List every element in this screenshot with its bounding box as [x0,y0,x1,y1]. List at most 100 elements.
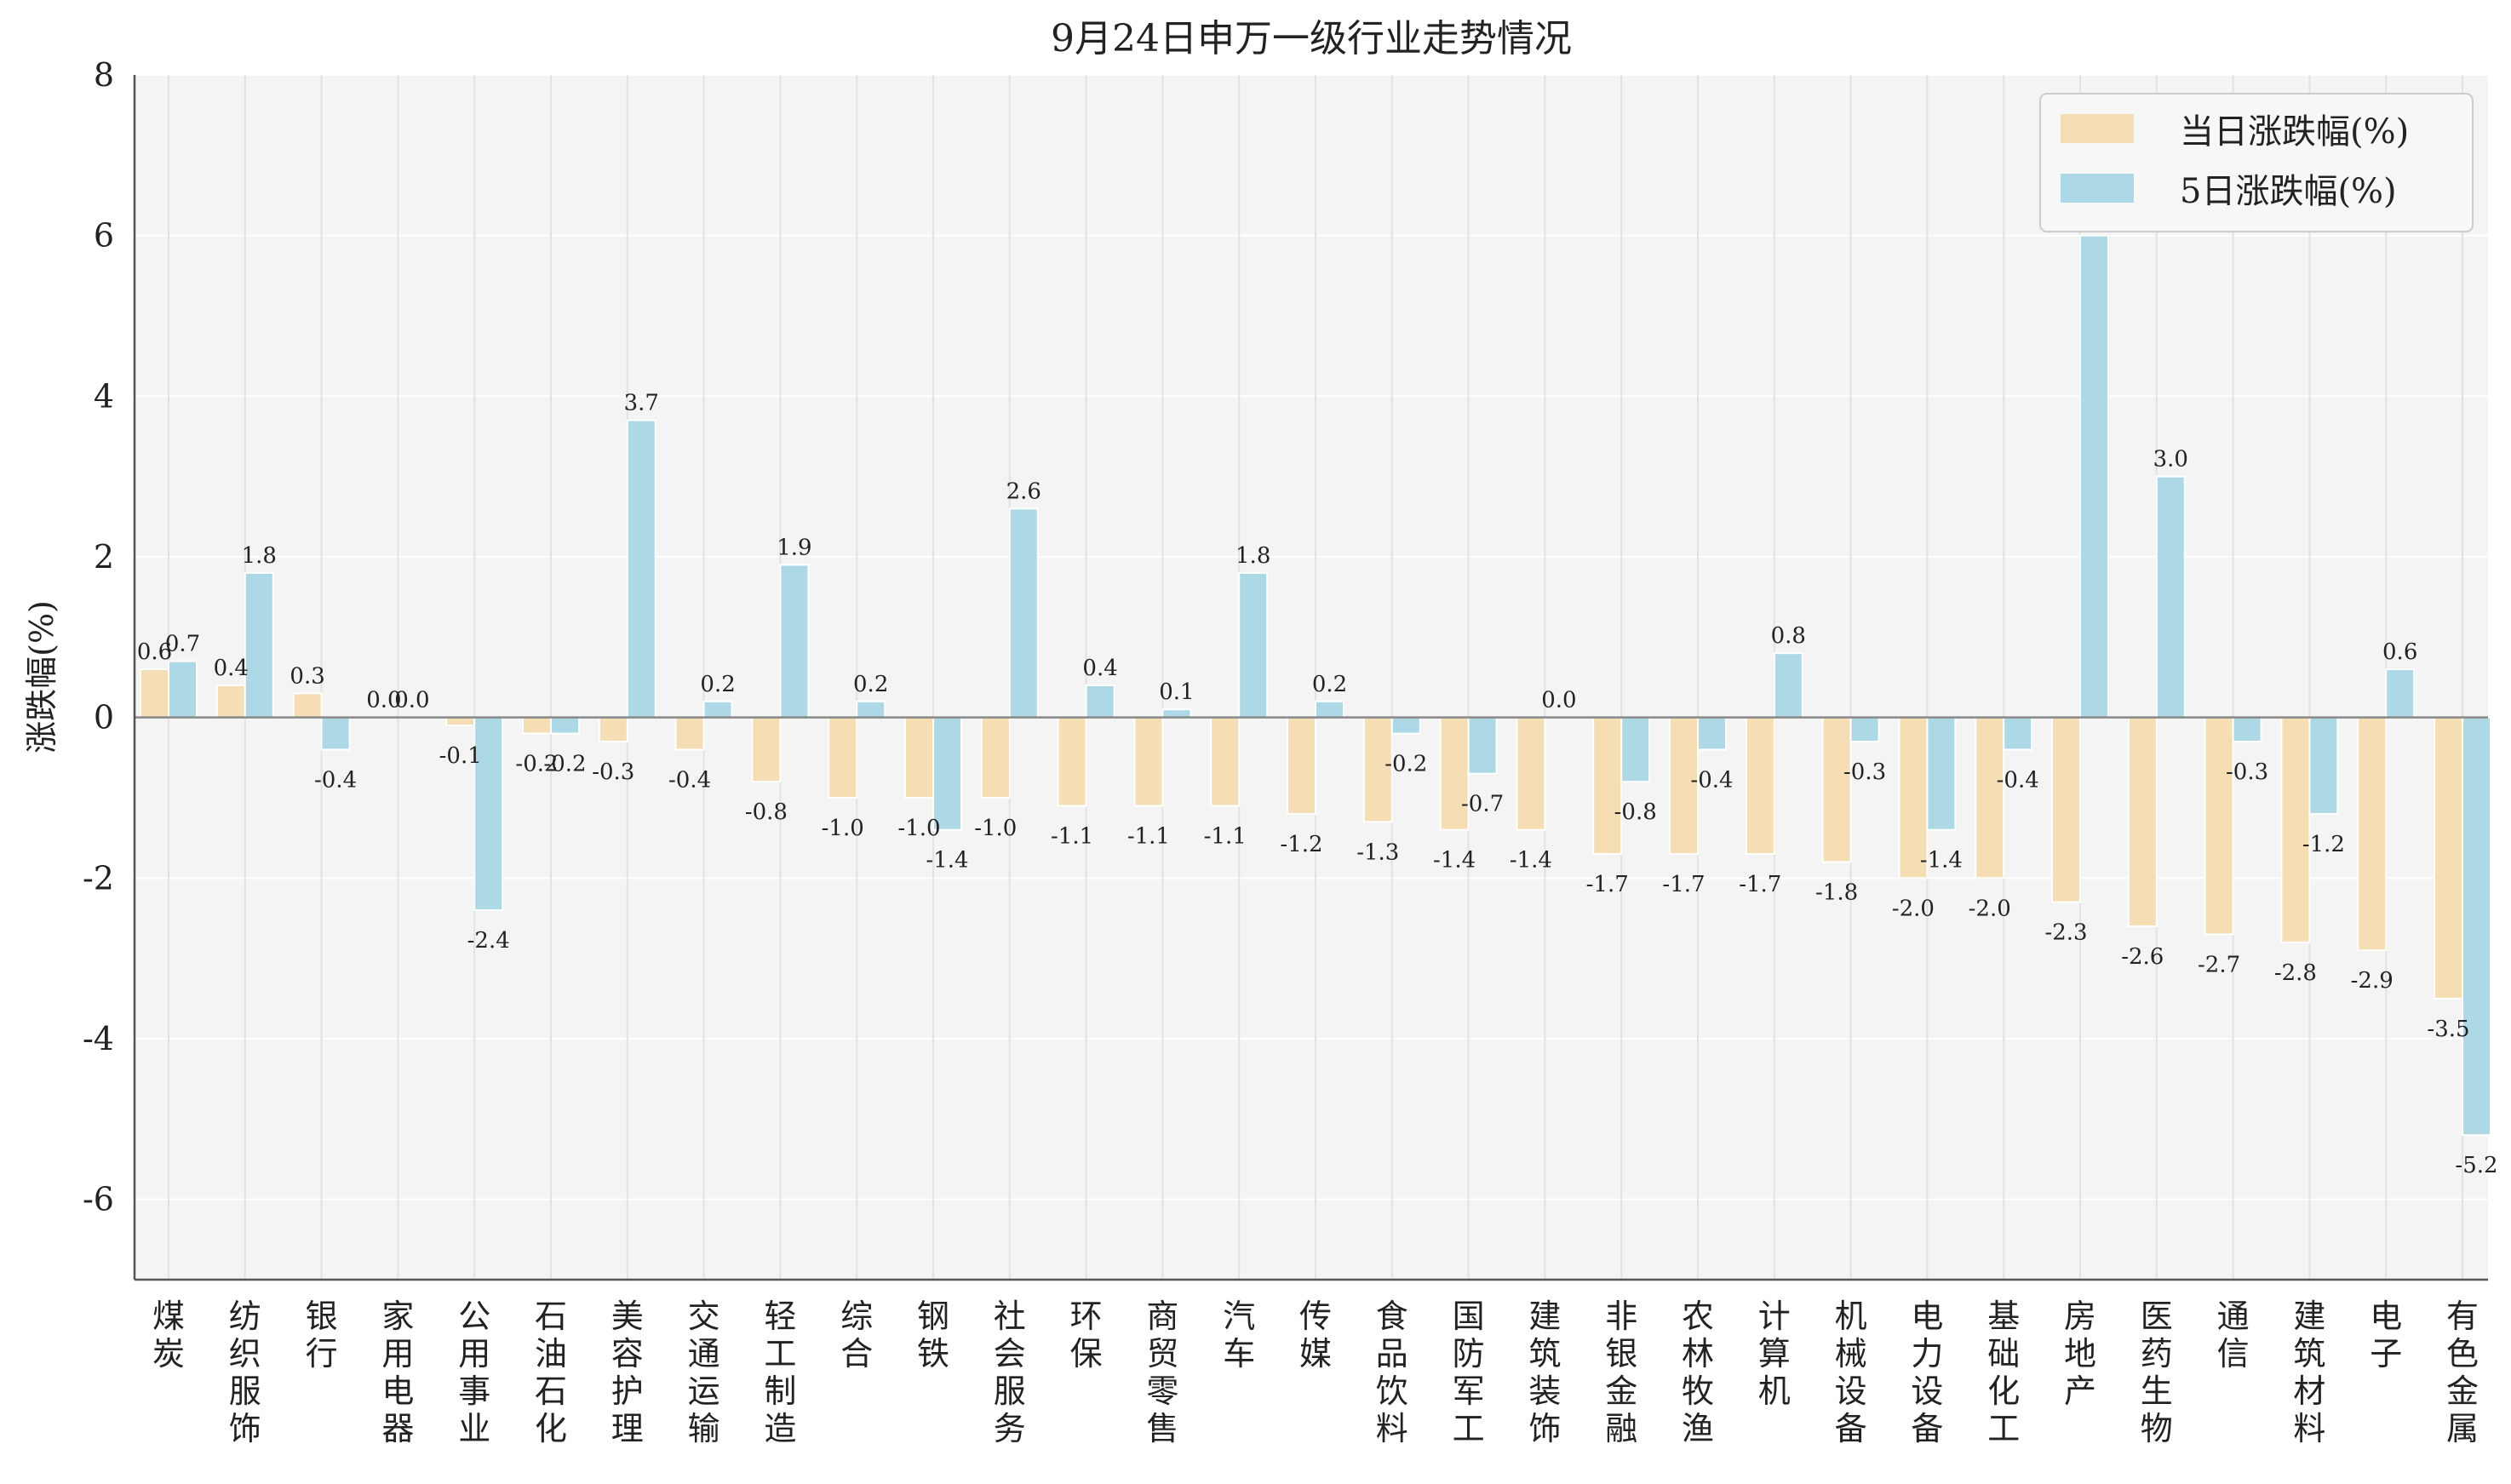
data-label-daily: -1.0 [974,816,1017,841]
bar-5day [1315,700,1344,719]
data-label-daily: -1.4 [1510,848,1552,874]
x-tick-label: 建筑装饰 [1528,1298,1561,1447]
bar-5day [168,660,198,719]
legend-swatch-5day [2061,174,2134,203]
bar-daily [2127,716,2158,927]
bar-daily [215,684,246,719]
bar-daily [1745,716,1775,856]
data-label-daily: -1.8 [1815,880,1858,905]
bar-daily [2051,716,2081,903]
x-tick-label: 钢铁 [917,1298,949,1372]
data-label-5day: -2.4 [467,928,510,954]
bar-5day [626,419,656,719]
x-tick-label: 医药生物 [2141,1298,2173,1447]
data-label-5day: 0.0 [394,688,429,713]
bar-5day [2003,716,2033,751]
data-label-5day: -1.4 [1920,848,1963,874]
x-tick-label: 基础化工 [1987,1298,2020,1447]
data-label-daily: -0.2 [515,752,558,777]
x-tick-label: 传媒 [1299,1298,1332,1372]
data-label-5day: -0.8 [1614,799,1657,825]
bar-daily [1362,716,1393,823]
data-label-daily: -1.0 [897,816,940,841]
legend: 当日涨跌幅(%) 5日涨跌幅(%) [2039,93,2474,232]
bar-daily [292,692,323,719]
bar-daily [445,716,476,727]
chart-title: 9月24日申万一级行业走势情况 [1051,17,1572,60]
bar-daily [1592,716,1623,856]
x-tick-label: 食品饮料 [1376,1298,1408,1447]
bar-5day [550,716,580,735]
bar-5day [2079,234,2109,719]
data-label-5day: 0.2 [1312,672,1347,697]
data-labels: 0.60.4 0.30.0-0.1 -0.2 -0.3 -0.4-0.8-1.0 -1.0… [137,206,2498,1179]
data-label-5day: 0.2 [853,672,888,697]
bar-5day [2462,716,2491,1137]
y-tick-label: 2 [94,538,114,576]
y-tick-label: 8 [94,56,114,94]
bar-5day [779,564,810,719]
data-label-5day: -0.2 [543,752,586,777]
bar-5day [1238,571,1269,719]
data-label-daily: -2.0 [1892,896,1935,921]
data-label-5day: 0.6 [2382,639,2417,665]
x-tick-label: 电子 [2370,1298,2402,1372]
x-tick-label: 有色金属 [2446,1298,2479,1447]
x-tick-label: 银行 [306,1298,338,1372]
data-label-daily: -2.6 [2121,944,2164,970]
x-tick-label: 汽车 [1223,1298,1255,1372]
bar-daily [140,668,169,719]
data-label-daily: -1.3 [1356,839,1399,865]
data-label-daily: -0.1 [439,743,482,769]
x-tick-label: 建筑材料 [2293,1298,2325,1447]
x-tick-label: 社会服务 [994,1298,1026,1447]
x-tick-label: 国防军工 [1453,1298,1485,1447]
data-label-daily: -1.1 [1127,823,1170,849]
bar-5day [1697,716,1727,751]
legend-label-daily: 当日涨跌幅(%) [2180,112,2409,152]
y-tick-label: 0 [94,699,114,736]
data-label-daily: -2.8 [2274,960,2317,986]
bar-daily [2280,716,2311,943]
bar-daily [1898,716,1929,880]
data-label-5day: -5.2 [2455,1153,2497,1178]
data-label-5day: 1.9 [777,535,811,560]
legend-swatch-daily [2061,114,2134,143]
bar-daily [1821,716,1852,863]
x-tick-label: 非银金融 [1605,1298,1637,1447]
data-label-daily: -1.4 [1433,848,1476,874]
data-label-daily: -2.0 [1969,896,2011,921]
bar-daily [522,716,552,735]
data-label-daily: -0.3 [592,759,634,785]
data-label-daily: -3.5 [2427,1017,2469,1042]
y-tick-label: 6 [94,217,114,255]
x-tick-label: 通信 [2217,1298,2250,1372]
data-label-5day: 0.4 [1082,656,1117,681]
bar-daily [1975,716,2005,880]
data-label-daily: -1.7 [1739,872,1781,897]
data-label-daily: 0.6 [137,639,172,665]
data-label-5day: 0.8 [1771,623,1806,649]
bar-5day [702,700,733,719]
bar-daily [980,716,1011,799]
bar-daily [598,716,628,742]
data-label-daily: -2.9 [2351,968,2393,994]
data-label-5day: 0.2 [700,672,735,697]
bar-daily [904,716,934,799]
y-tick-label: -2 [83,859,114,897]
legend-box [2039,93,2474,232]
bar-5day [1467,716,1498,775]
bar-5day [1161,708,1192,719]
x-tick-label: 房地产 [2064,1298,2096,1410]
bar-5day [1085,684,1115,719]
bar-5day [1849,716,1880,742]
bar-5day [856,700,886,719]
data-label-5day: 2.6 [1006,478,1041,504]
data-label-daily: 0.4 [214,656,249,681]
bar-daily [2204,716,2234,936]
data-label-5day: -1.4 [926,848,968,874]
x-tick-label: 综合 [840,1298,873,1372]
data-label-5day: -1.2 [2302,832,2345,857]
x-tick-label: 环保 [1070,1298,1103,1372]
x-tick-label: 石油石化 [535,1298,567,1447]
